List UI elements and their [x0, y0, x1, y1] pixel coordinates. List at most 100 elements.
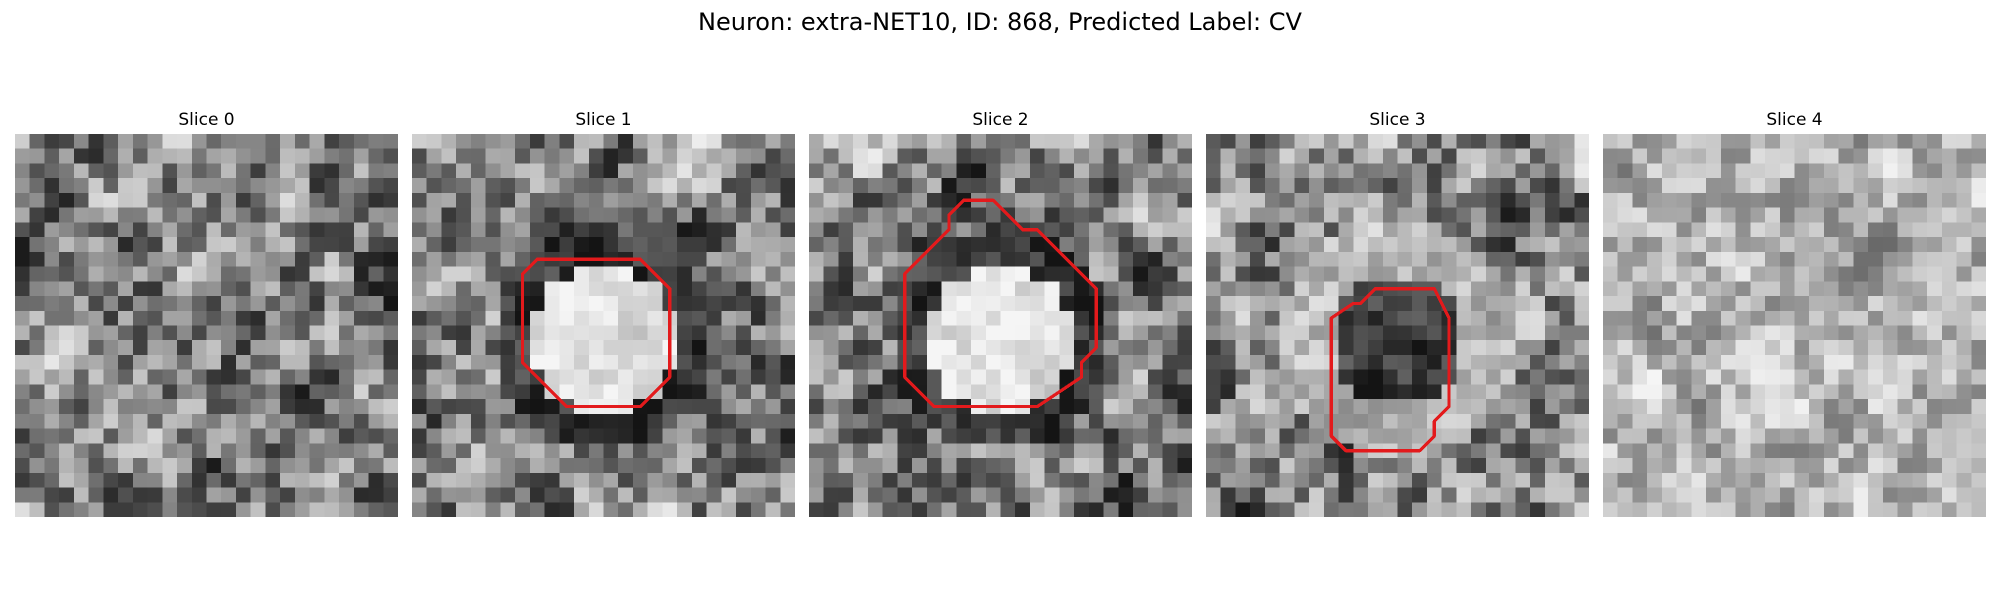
pixel — [206, 134, 222, 150]
pixel — [1941, 163, 1957, 179]
pixel — [177, 399, 193, 415]
pixel — [162, 458, 178, 474]
pixel — [59, 296, 75, 312]
pixel — [470, 222, 486, 238]
pixel — [500, 207, 516, 223]
pixel — [235, 502, 251, 517]
pixel — [647, 399, 663, 415]
pixel — [1382, 178, 1398, 194]
pixel — [1294, 134, 1310, 150]
pixel — [1279, 134, 1295, 150]
pixel — [191, 222, 207, 238]
pixel — [1617, 237, 1633, 253]
pixel — [1220, 354, 1236, 370]
pixel — [588, 266, 604, 282]
pixel — [456, 502, 472, 517]
pixel — [691, 384, 707, 400]
pixel — [191, 428, 207, 444]
pixel — [250, 192, 266, 208]
pixel — [1485, 237, 1501, 253]
pixel — [1765, 207, 1781, 223]
pixel — [147, 458, 163, 474]
pixel — [426, 163, 442, 179]
pixel — [1661, 266, 1677, 282]
pixel — [1882, 399, 1898, 415]
pixel — [29, 148, 45, 164]
pixel — [647, 472, 663, 488]
pixel — [574, 207, 590, 223]
pixel — [1706, 340, 1722, 356]
pixel — [1397, 369, 1413, 385]
pixel — [736, 237, 752, 253]
pixel — [912, 443, 928, 459]
pixel — [882, 369, 898, 385]
pixel — [750, 148, 766, 164]
pixel — [1956, 163, 1972, 179]
pixel — [191, 472, 207, 488]
pixel — [647, 296, 663, 312]
pixel — [544, 134, 560, 150]
pixel — [1720, 163, 1736, 179]
pixel — [250, 281, 266, 297]
pixel — [1897, 399, 1913, 415]
pixel — [1162, 207, 1178, 223]
pixel — [221, 310, 237, 326]
pixel — [162, 472, 178, 488]
pixel — [588, 413, 604, 429]
pixel — [470, 487, 486, 503]
pixel — [1264, 458, 1280, 474]
pixel — [1515, 148, 1531, 164]
pixel — [29, 487, 45, 503]
pixel — [353, 487, 369, 503]
pixel — [29, 325, 45, 341]
pixel — [912, 472, 928, 488]
pixel — [941, 487, 957, 503]
pixel — [206, 207, 222, 223]
pixel — [412, 502, 428, 517]
pixel — [912, 163, 928, 179]
pixel — [1368, 472, 1384, 488]
pixel — [1750, 178, 1766, 194]
pixel — [1809, 222, 1825, 238]
pixel — [353, 192, 369, 208]
pixel — [59, 222, 75, 238]
pixel — [529, 266, 545, 282]
pixel — [853, 502, 869, 517]
pixel — [383, 134, 398, 150]
pixel — [73, 472, 89, 488]
pixel — [1279, 369, 1295, 385]
pixel — [662, 443, 678, 459]
pixel — [897, 251, 913, 267]
pixel — [1956, 281, 1972, 297]
pixel — [662, 266, 678, 282]
pixel — [1133, 384, 1149, 400]
pixel — [1059, 354, 1075, 370]
pixel — [1044, 413, 1060, 429]
pixel — [985, 458, 1001, 474]
pixel — [1412, 178, 1428, 194]
pixel — [309, 472, 325, 488]
pixel — [1441, 222, 1457, 238]
pixel — [1294, 472, 1310, 488]
pixel — [1397, 296, 1413, 312]
pixel — [1323, 266, 1339, 282]
pixel — [1882, 251, 1898, 267]
pixel — [1471, 472, 1487, 488]
pixel — [1530, 134, 1546, 150]
pixel — [162, 134, 178, 150]
pixel — [677, 325, 693, 341]
pixel — [1485, 207, 1501, 223]
pixel — [971, 237, 987, 253]
pixel — [677, 428, 693, 444]
pixel — [1382, 458, 1398, 474]
pixel — [941, 428, 957, 444]
pixel — [662, 148, 678, 164]
pixel — [721, 281, 737, 297]
pixel — [515, 178, 531, 194]
slice-panel-1: Slice 1 — [412, 108, 795, 517]
pixel — [118, 369, 134, 385]
pixel — [1603, 251, 1619, 267]
pixel — [1059, 472, 1075, 488]
pixel — [1353, 472, 1369, 488]
pixel — [1309, 266, 1325, 282]
